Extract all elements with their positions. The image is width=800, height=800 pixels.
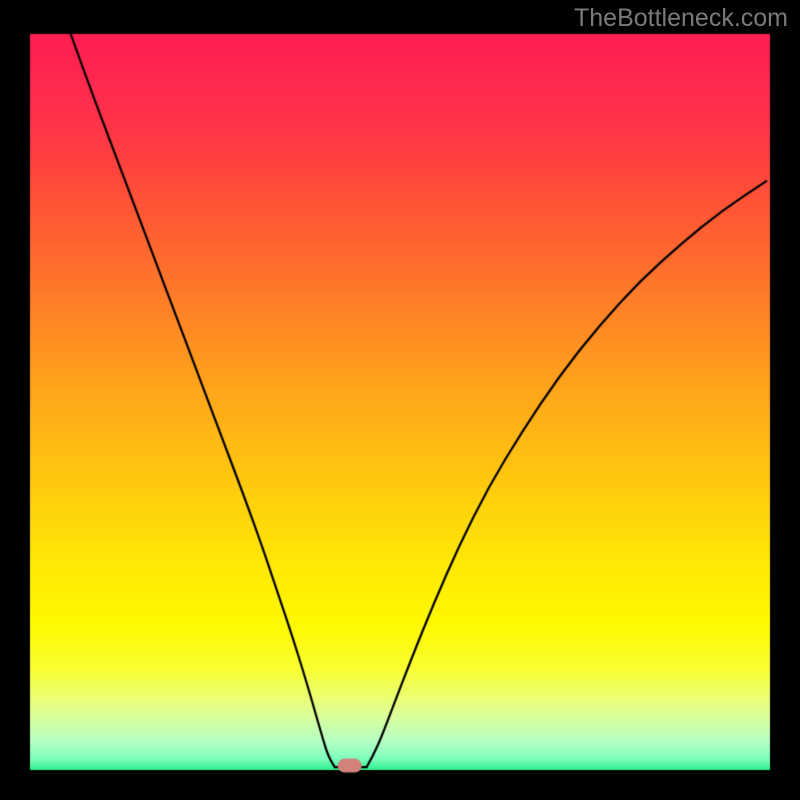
watermark-text: TheBottleneck.com <box>574 4 788 33</box>
chart-root: TheBottleneck.com <box>0 0 800 800</box>
bottleneck-chart <box>0 0 800 800</box>
